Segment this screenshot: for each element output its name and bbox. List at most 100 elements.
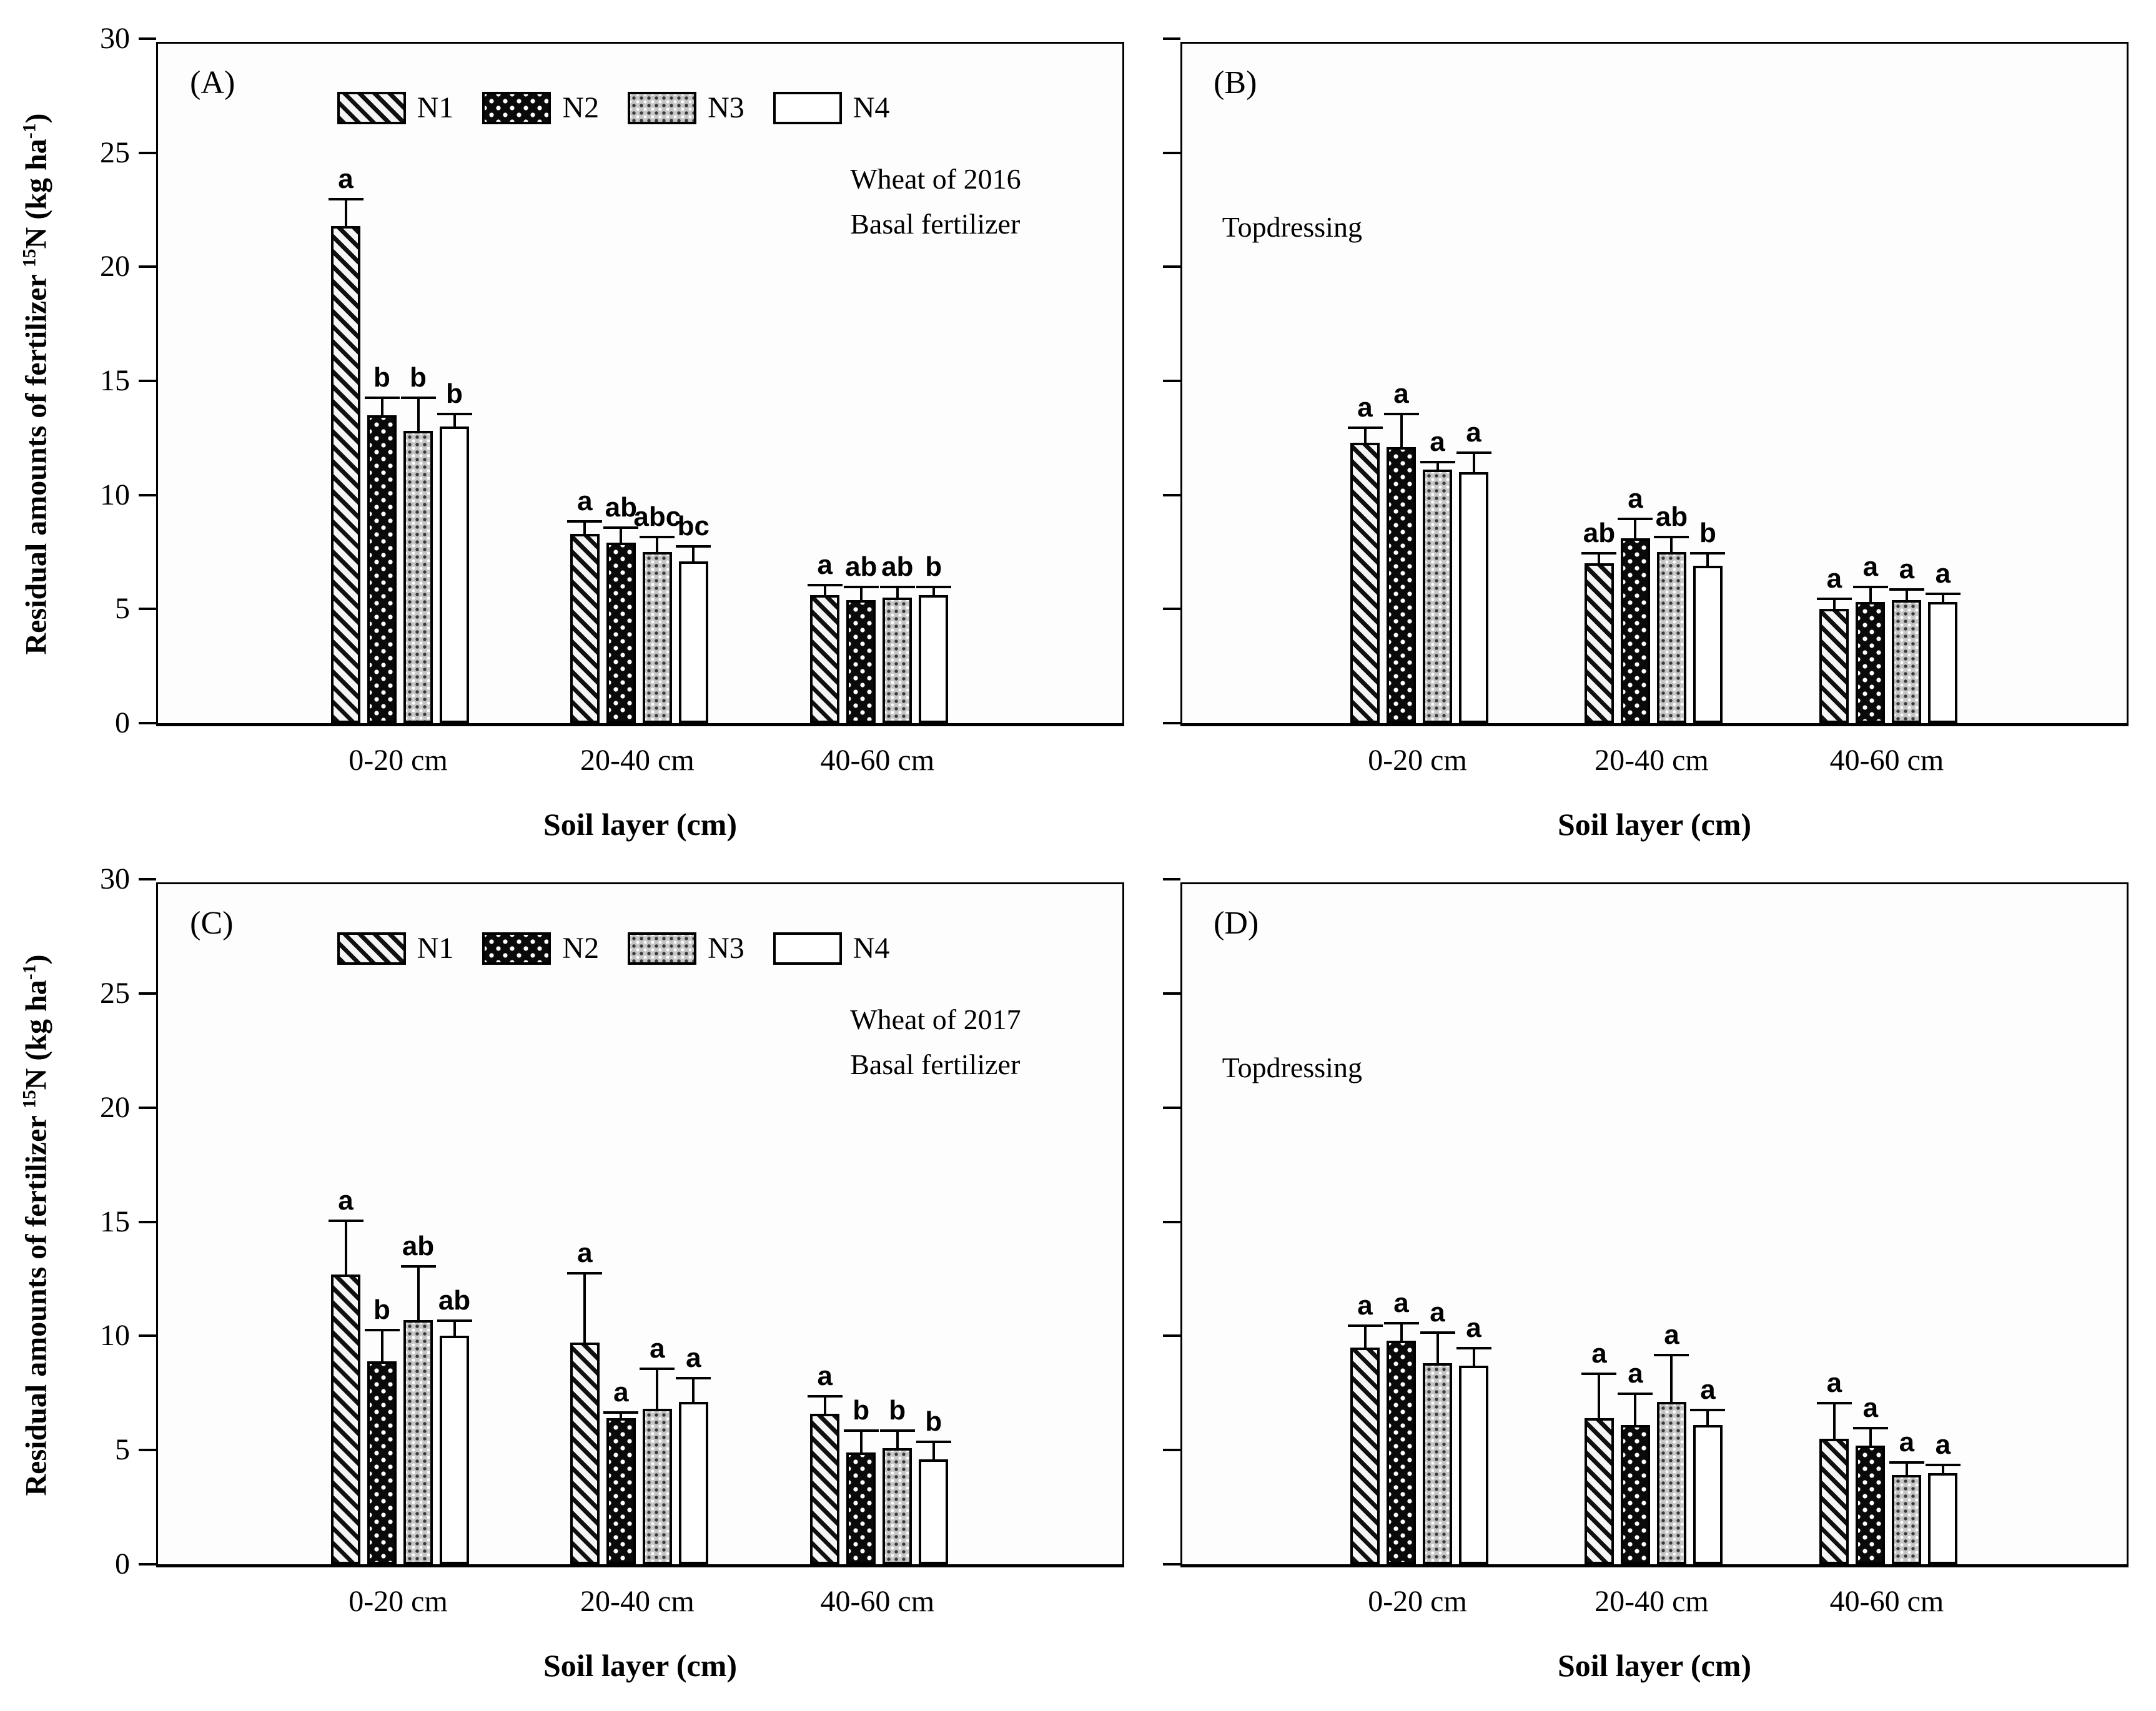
significance-letter: b (446, 378, 463, 409)
error-bar-stem (1363, 1326, 1367, 1348)
bar-N2-40-60cm (1856, 1445, 1886, 1564)
significance-letter: a (577, 1237, 593, 1268)
error-bar-cap (1347, 1324, 1383, 1327)
error-bar-cap (1383, 1322, 1419, 1325)
error-bar-cap (807, 583, 843, 586)
error-bar-stem (1832, 599, 1836, 609)
y-axis-tick-label: 25 (100, 976, 130, 1010)
error-bar-cap (1925, 1463, 1961, 1466)
legend-label: N1 (417, 931, 454, 965)
significance-letter: ab (402, 1230, 435, 1261)
error-bar-stem (1400, 415, 1403, 447)
error-bar-cap (1456, 451, 1491, 454)
y-axis-tick (1163, 1220, 1180, 1223)
legend-label: N1 (417, 91, 454, 124)
error-bar-stem (344, 1221, 347, 1275)
significance-letter: a (1700, 1374, 1716, 1406)
bar-N1-40-60cm (1819, 609, 1849, 723)
error-bar-stem (380, 399, 383, 415)
y-axis-tick (1163, 1449, 1180, 1452)
significance-letter: b (373, 362, 390, 393)
bar-N2-0-20cm (367, 1361, 397, 1564)
panel-letter-label: (C) (190, 905, 234, 942)
plot-area-A: 0 5 10 15 20 25 30 a b b b a ab abc bc a ab ab b (A) Wheat o… (100, 24, 1124, 738)
bar-N1-40-60cm (810, 1413, 840, 1564)
error-bar-cap (1581, 1372, 1617, 1375)
error-bar-cap (1654, 536, 1689, 539)
bar-N3-0-20cm (403, 1319, 433, 1564)
error-bar-stem (1598, 554, 1601, 564)
bar-N4-0-20cm (1459, 1365, 1488, 1564)
legend-label: N4 (853, 91, 890, 124)
legend: N1 N2 N3 N4 (337, 931, 889, 965)
legend-swatch-gray-dot-grid (628, 932, 697, 965)
bar-N2-20-40cm (606, 1418, 636, 1564)
y-axis-tick (139, 1220, 156, 1223)
bar-N1-0-20cm (1350, 442, 1380, 723)
x-axis-category-label: 40-60 cm (820, 744, 935, 777)
x-axis-category-label: 0-20 cm (1368, 744, 1467, 777)
error-bar-cap (1420, 1331, 1455, 1334)
error-bar-stem (932, 1443, 935, 1459)
error-bar-stem (1869, 588, 1872, 603)
legend-label: N2 (562, 91, 600, 124)
error-bar-stem (417, 399, 420, 431)
error-bar-stem (1634, 520, 1637, 539)
y-axis-tick (139, 878, 156, 880)
significance-letter: ab (1655, 501, 1688, 533)
bar-N2-0-20cm (1387, 1340, 1416, 1564)
error-bar-cap (916, 1441, 951, 1444)
error-bar-stem (1905, 1464, 1908, 1476)
error-bar-cap (1690, 551, 1726, 555)
x-axis-category-label: 20-40 cm (1595, 1585, 1709, 1618)
legend-swatch-diagonal-hatch (337, 91, 406, 124)
significance-letter: b (373, 1294, 390, 1326)
error-bar-cap (437, 1319, 472, 1323)
error-bar-cap (640, 536, 675, 539)
y-axis-tick (139, 992, 156, 995)
error-bar-stem (620, 529, 623, 543)
y-axis-tick (1163, 878, 1180, 880)
significance-letter: a (817, 549, 833, 580)
bar-N4-20-40cm (1693, 1424, 1723, 1564)
significance-letter: ab (1583, 517, 1616, 548)
bar-N2-0-20cm (367, 415, 397, 723)
bar-N4-0-20cm (440, 1336, 469, 1564)
legend-swatch-diagonal-hatch (337, 932, 406, 965)
error-bar-cap (1852, 1427, 1888, 1430)
panel-annotation: Topdressing (1222, 1045, 1362, 1090)
significance-letter: ab (881, 551, 914, 583)
error-bar-stem (583, 522, 586, 534)
error-bar-stem (859, 588, 863, 600)
legend-label: N3 (708, 91, 744, 124)
error-bar-cap (328, 1219, 363, 1222)
significance-letter: a (1826, 1368, 1842, 1399)
y-axis-tick (139, 1334, 156, 1338)
legend-label: N2 (562, 931, 600, 965)
significance-letter: a (817, 1361, 833, 1392)
bar-N3-20-40cm (642, 552, 672, 723)
error-bar-cap (364, 1329, 400, 1332)
error-bar-stem (656, 1370, 659, 1409)
error-bar-stem (932, 588, 935, 596)
significance-letter: a (1935, 1429, 1951, 1460)
annotation-line: Wheat of 2016 (850, 162, 1021, 195)
error-bar-cap (1925, 593, 1961, 596)
y-axis-tick (1163, 1563, 1180, 1566)
significance-letter: a (1935, 558, 1951, 589)
significance-letter: b (925, 551, 942, 583)
bar-N3-20-40cm (1656, 1402, 1686, 1564)
bar-N1-20-40cm (570, 1343, 600, 1564)
error-bar-stem (692, 1379, 695, 1403)
x-axis-category-label: 20-40 cm (1595, 744, 1709, 777)
error-bar-stem (896, 1431, 899, 1448)
bar-N4-40-60cm (919, 595, 949, 723)
bar-N1-0-20cm (331, 225, 360, 723)
error-bar-stem (859, 1431, 863, 1452)
error-bar-cap (1618, 517, 1653, 520)
error-bar-stem (417, 1267, 420, 1320)
error-bar-cap (843, 1429, 879, 1432)
x-axis-category-label: 0-20 cm (349, 1585, 448, 1618)
panel-A: 0 5 10 15 20 25 30 a b b b a ab abc bc a ab ab b (A) Wheat o… (100, 24, 1124, 842)
